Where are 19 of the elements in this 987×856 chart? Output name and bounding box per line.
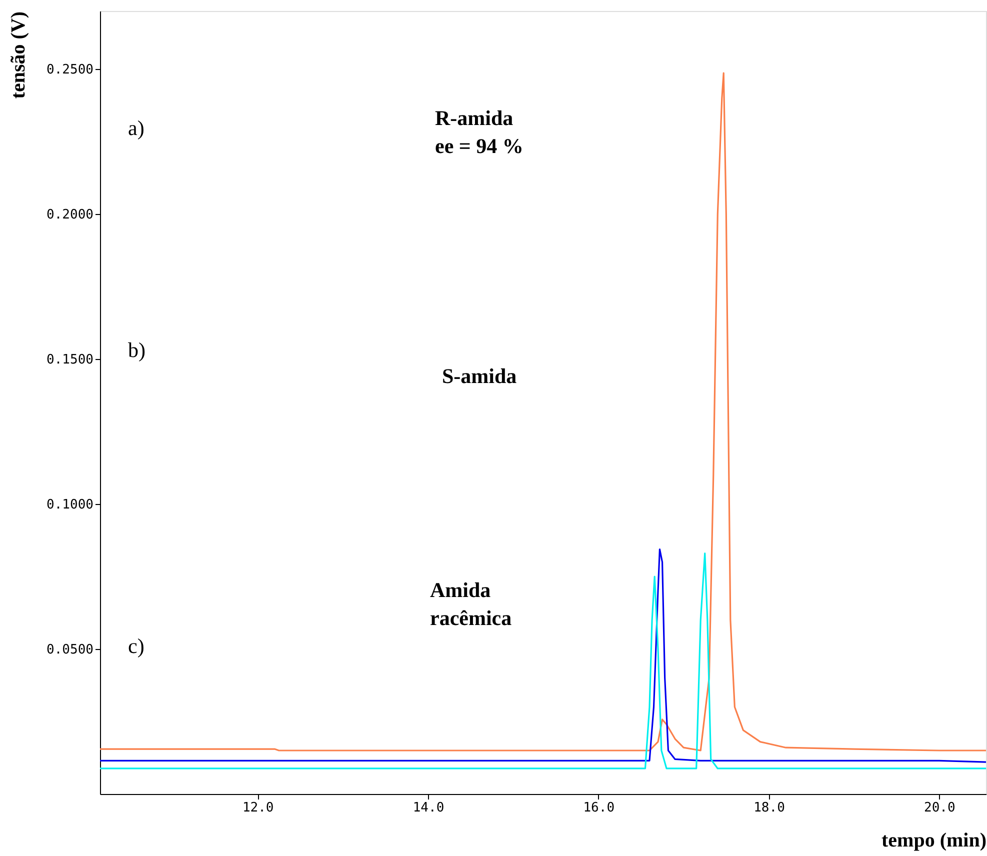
annotation: a) <box>128 116 144 140</box>
y-tick-label: 0.1500 <box>46 352 94 368</box>
y-tick-label: 0.1000 <box>46 498 94 512</box>
x-tick-label: 12.0 <box>242 800 274 816</box>
y-tick-label: 0.0500 <box>46 642 94 658</box>
x-tick-label: 14.0 <box>412 800 444 816</box>
annotation: b) <box>128 338 146 362</box>
x-tick-label: 16.0 <box>583 800 615 816</box>
annotation: c) <box>128 634 144 658</box>
y-tick-label: 0.2000 <box>46 208 94 222</box>
y-tick-label: 0.2500 <box>46 62 94 78</box>
annotation: S-amida <box>442 364 518 388</box>
y-axis-title: tensão (V) <box>8 12 30 99</box>
line-series <box>99 72 987 752</box>
x-axis-title: tempo (min) <box>882 830 986 852</box>
annotation: R-amida ee = 94 % <box>435 106 524 158</box>
x-tick-label: 20.0 <box>924 800 956 816</box>
x-tick-label: 18.0 <box>754 800 785 816</box>
annotation: Amida racêmica <box>430 578 512 630</box>
